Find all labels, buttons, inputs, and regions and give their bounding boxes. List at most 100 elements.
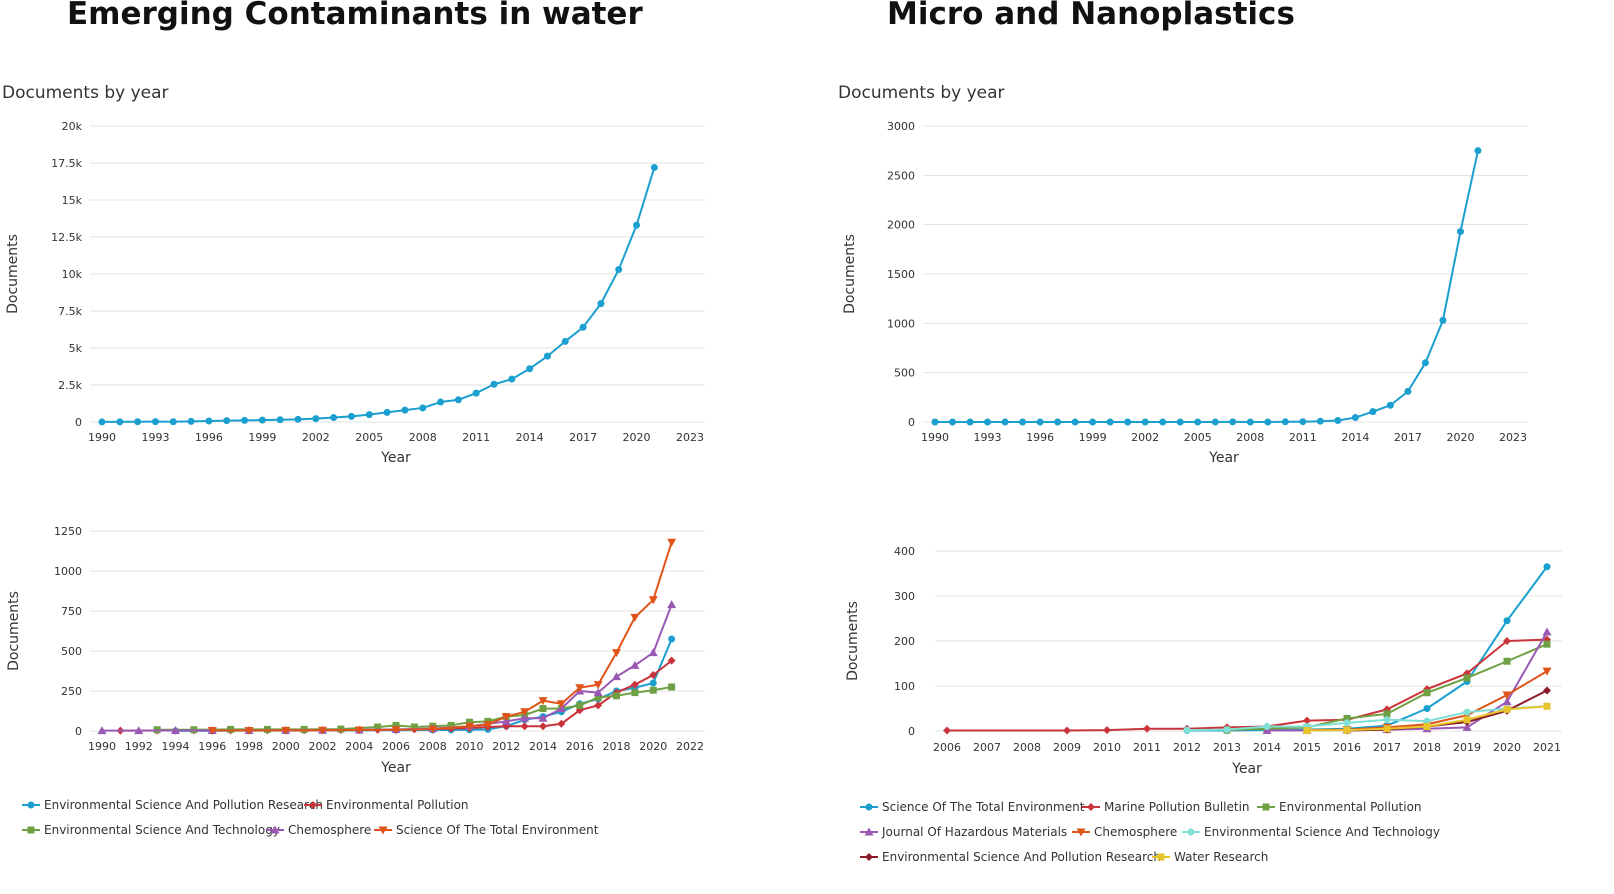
data-point: [576, 701, 584, 709]
bottom-left-chart: 0 250 500 750 1000 1250 1990 1992 1994 1996 1998 20…: [6, 525, 705, 776]
top-right-chart: 0 500 1000 1500 2000 2500 3000 1990 1993 1996 1999…: [842, 120, 1528, 466]
x-tick-label: 1992: [125, 740, 153, 753]
data-point: [337, 725, 345, 733]
data-point: [1211, 418, 1219, 426]
y-tick-label: 1000: [54, 565, 82, 578]
data-point: [1054, 418, 1062, 426]
data-point: [151, 418, 159, 426]
series-line-0: [101, 167, 656, 423]
data-point: [483, 721, 493, 730]
legend-marker-icon: [1257, 803, 1275, 811]
data-point: [1334, 417, 1342, 425]
data-point: [1543, 640, 1551, 648]
data-point: [205, 417, 213, 425]
data-point: [631, 689, 639, 697]
y-tick-label: 200: [894, 635, 915, 648]
data-point: [1124, 418, 1132, 426]
data-point: [984, 418, 992, 426]
data-point: [1176, 418, 1184, 426]
data-point: [520, 713, 530, 722]
data-point: [556, 700, 566, 709]
data-point: [649, 671, 658, 679]
legend-item: Chemosphere: [1072, 825, 1177, 839]
x-tick-label: 2014: [529, 740, 557, 753]
x-tick-label: 2008: [1013, 741, 1041, 754]
x-tick-label: 2009: [1053, 741, 1081, 754]
data-point: [966, 418, 974, 426]
data-point: [1503, 617, 1511, 625]
data-point: [472, 389, 480, 397]
legend-marker: [865, 853, 873, 861]
y-tick-label: 250: [61, 685, 82, 698]
data-point: [593, 688, 603, 697]
y-tick-label: 10k: [62, 268, 83, 281]
series-line-2: [157, 686, 672, 731]
x-tick-label: 2007: [973, 741, 1001, 754]
legend-item: Environmental Pollution: [304, 798, 469, 812]
data-point: [1502, 691, 1512, 700]
data-point: [1463, 674, 1471, 682]
x-tick-label: 2019: [1453, 741, 1481, 754]
data-point: [943, 726, 951, 735]
data-point: [1299, 418, 1307, 426]
x-tick-label: 1990: [88, 740, 116, 753]
x-tick-label: 2012: [492, 740, 520, 753]
legend-label: Chemosphere: [288, 823, 372, 837]
data-point: [630, 613, 640, 622]
data-point: [330, 414, 338, 422]
data-point: [1383, 716, 1391, 724]
data-point: [667, 538, 677, 547]
data-point: [410, 723, 418, 731]
x-tick-label: 2023: [1499, 431, 1527, 444]
y-tick-label: 5k: [69, 342, 83, 355]
bottom-right-chart: 0 100 200 300 400 2006 2007 2008 2009 2010 2011 201…: [845, 545, 1562, 777]
legend-label: Science Of The Total Environment: [396, 823, 599, 837]
x-tick-label: 2002: [1131, 431, 1159, 444]
data-point: [597, 300, 605, 308]
data-point: [1303, 716, 1311, 725]
y-tick-label: 1500: [887, 268, 915, 281]
y-tick-label: 100: [894, 680, 915, 693]
data-point: [949, 418, 957, 426]
x-tick-label: 2015: [1293, 741, 1321, 754]
data-point: [1542, 667, 1552, 676]
x-tick-label: 2010: [1093, 741, 1121, 754]
x-tick-label: 2008: [1236, 431, 1264, 444]
data-point: [1103, 726, 1111, 735]
legend-label: Environmental Pollution: [326, 798, 469, 812]
data-point: [1194, 418, 1202, 426]
data-point: [594, 693, 602, 701]
data-point: [258, 416, 266, 424]
data-point: [575, 684, 585, 693]
legend-marker-icon: [304, 801, 322, 809]
legend-marker-icon: [266, 825, 284, 834]
legend-label: Water Research: [1174, 850, 1269, 864]
legend-item: Science Of The Total Environment: [374, 823, 598, 837]
series-line-0: [935, 150, 1479, 423]
data-point: [1263, 723, 1271, 730]
x-tick-label: 2008: [419, 740, 447, 753]
x-tick-label: 1996: [1026, 431, 1054, 444]
data-point: [526, 365, 534, 373]
data-point: [447, 721, 455, 729]
x-axis-label: Year: [380, 760, 411, 776]
data-point: [1264, 418, 1272, 426]
top-left-chart: 0 2.5k 5k 7.5k 10k 12.5k 15k 17.5k 20k 1990 1993 19…: [5, 120, 705, 466]
data-point: [508, 375, 516, 383]
data-point: [1463, 716, 1471, 724]
x-tick-label: 2020: [639, 740, 667, 753]
data-point: [391, 726, 401, 735]
y-tick-label: 0: [75, 725, 82, 738]
data-point: [630, 680, 639, 689]
data-point: [594, 701, 603, 710]
data-point: [1503, 705, 1511, 713]
data-point: [1543, 686, 1551, 695]
legend-marker: [378, 826, 388, 835]
data-point: [312, 415, 320, 423]
data-point: [649, 686, 657, 694]
y-tick-label: 0: [908, 725, 915, 738]
legend-label: Environmental Pollution: [1279, 800, 1422, 814]
legend-label: Chemosphere: [1094, 825, 1178, 839]
data-point: [383, 408, 391, 416]
